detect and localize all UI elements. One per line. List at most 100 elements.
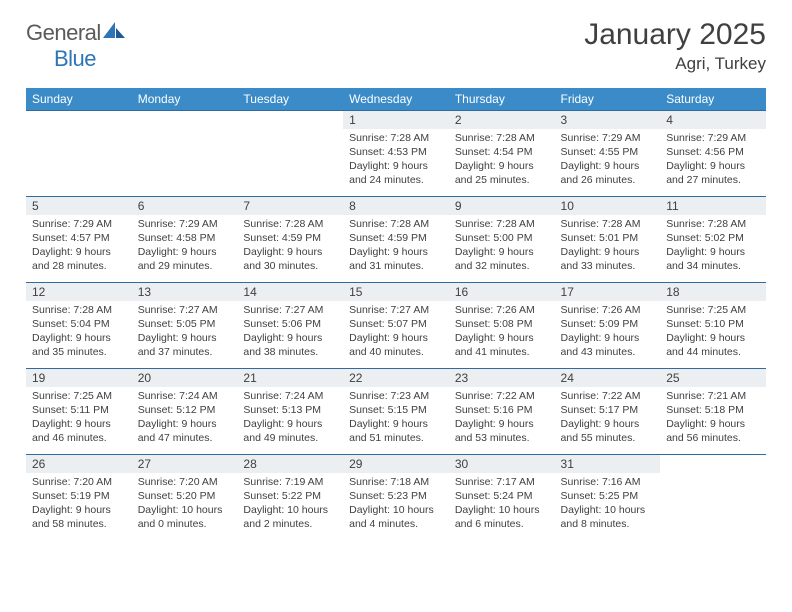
day-info-line: Daylight: 9 hours [666, 159, 760, 173]
day-info-line: Sunset: 4:59 PM [349, 231, 443, 245]
day-number: 28 [237, 455, 343, 473]
day-info-line: Sunrise: 7:19 AM [243, 475, 337, 489]
weekday-header: Saturday [660, 88, 766, 111]
content-row: Sunrise: 7:28 AMSunset: 4:53 PMDaylight:… [26, 129, 766, 197]
day-number: 24 [555, 369, 661, 387]
day-info-line: Daylight: 10 hours [349, 503, 443, 517]
day-info-line: Sunset: 5:07 PM [349, 317, 443, 331]
day-number: 1 [343, 111, 449, 129]
content-row: Sunrise: 7:29 AMSunset: 4:57 PM Daylight:… [26, 215, 766, 283]
day-info-line: Daylight: 9 hours [32, 331, 126, 345]
day-info-line: and 46 minutes. [32, 431, 126, 445]
day-cell: Sunrise: 7:17 AMSunset: 5:24 PMDaylight:… [449, 473, 555, 541]
day-info-line: Sunrise: 7:22 AM [561, 389, 655, 403]
day-info-line: and 51 minutes. [349, 431, 443, 445]
day-info-line: Sunrise: 7:27 AM [349, 303, 443, 317]
weekday-header: Monday [132, 88, 238, 111]
day-cell: Sunrise: 7:28 AMSunset: 4:59 PMDaylight:… [237, 215, 343, 283]
day-info-line: and 56 minutes. [666, 431, 760, 445]
logo: GeneralBlue [26, 20, 125, 72]
day-number: 9 [449, 197, 555, 215]
day-number: 6 [132, 197, 238, 215]
day-info-line: Daylight: 9 hours [349, 331, 443, 345]
day-number [237, 111, 343, 129]
logo-text: GeneralBlue [26, 20, 125, 72]
day-info-line: Daylight: 9 hours [138, 331, 232, 345]
day-number: 7 [237, 197, 343, 215]
content-row: Sunrise: 7:25 AMSunset: 5:11 PMDaylight:… [26, 387, 766, 455]
day-info-line: and 34 minutes. [666, 259, 760, 273]
day-info-line: Sunrise: 7:29 AM [666, 131, 760, 145]
content-row: Sunrise: 7:28 AMSunset: 5:04 PMDaylight:… [26, 301, 766, 369]
day-number: 15 [343, 283, 449, 301]
day-number [660, 455, 766, 473]
day-cell: Sunrise: 7:24 AMSunset: 5:12 PMDaylight:… [132, 387, 238, 455]
day-cell [237, 129, 343, 197]
day-info-line: and 38 minutes. [243, 345, 337, 359]
day-number: 31 [555, 455, 661, 473]
day-info-line: Sunset: 5:17 PM [561, 403, 655, 417]
day-number: 20 [132, 369, 238, 387]
day-info-line: Sunset: 4:54 PM [455, 145, 549, 159]
header: GeneralBlue January 2025 Agri, Turkey [26, 18, 766, 74]
day-number: 19 [26, 369, 132, 387]
day-info-line: Sunrise: 7:16 AM [561, 475, 655, 489]
calendar-page: GeneralBlue January 2025 Agri, Turkey Su… [0, 0, 792, 612]
day-info-line: and 28 minutes. [32, 259, 126, 273]
day-info-line: Sunrise: 7:28 AM [561, 217, 655, 231]
day-cell: Sunrise: 7:28 AMSunset: 4:54 PMDaylight:… [449, 129, 555, 197]
day-info-line: Daylight: 9 hours [349, 245, 443, 259]
content-row: Sunrise: 7:20 AMSunset: 5:19 PM Daylight:… [26, 473, 766, 541]
day-info-line: Sunset: 5:01 PM [561, 231, 655, 245]
day-info-line: Sunset: 5:19 PM [32, 489, 126, 503]
day-info-line: Sunrise: 7:29 AM [32, 217, 126, 231]
day-info-line: Daylight: 10 hours [243, 503, 337, 517]
day-cell: Sunrise: 7:28 AMSunset: 5:02 PMDaylight:… [660, 215, 766, 283]
day-info-line: Sunset: 5:09 PM [561, 317, 655, 331]
day-cell: Sunrise: 7:27 AMSunset: 5:06 PMDaylight:… [237, 301, 343, 369]
day-cell: Sunrise: 7:27 AMSunset: 5:05 PMDaylight:… [132, 301, 238, 369]
day-number [132, 111, 238, 129]
day-info-line: Sunset: 5:12 PM [138, 403, 232, 417]
day-info-line: and 37 minutes. [138, 345, 232, 359]
day-info-line: and 31 minutes. [349, 259, 443, 273]
day-info-line: Daylight: 9 hours [561, 331, 655, 345]
day-info-line: Daylight: 10 hours [455, 503, 549, 517]
day-cell: Sunrise: 7:22 AMSunset: 5:17 PMDaylight:… [555, 387, 661, 455]
day-info-line: Sunrise: 7:27 AM [138, 303, 232, 317]
day-info-line: Sunrise: 7:28 AM [32, 303, 126, 317]
daynum-row: 1234 [26, 111, 766, 129]
day-info-line: and 55 minutes. [561, 431, 655, 445]
day-info-line: Sunrise: 7:24 AM [138, 389, 232, 403]
logo-blue: Blue [54, 46, 96, 71]
day-info-line: Sunset: 5:13 PM [243, 403, 337, 417]
day-cell: Sunrise: 7:19 AMSunset: 5:22 PMDaylight:… [237, 473, 343, 541]
day-info-line: and 47 minutes. [138, 431, 232, 445]
title-block: January 2025 Agri, Turkey [584, 18, 766, 74]
day-cell: Sunrise: 7:24 AMSunset: 5:13 PMDaylight:… [237, 387, 343, 455]
day-info-line: Daylight: 9 hours [455, 159, 549, 173]
day-info-line: Daylight: 9 hours [32, 417, 126, 431]
day-info-line: Sunset: 4:57 PM [32, 231, 126, 245]
day-cell: Sunrise: 7:29 AMSunset: 4:58 PMDaylight:… [132, 215, 238, 283]
day-number: 11 [660, 197, 766, 215]
day-number: 4 [660, 111, 766, 129]
day-info-line: Sunrise: 7:20 AM [32, 475, 126, 489]
weekday-header: Sunday [26, 88, 132, 111]
day-number: 16 [449, 283, 555, 301]
day-info-line: and 41 minutes. [455, 345, 549, 359]
day-cell: Sunrise: 7:16 AMSunset: 5:25 PMDaylight:… [555, 473, 661, 541]
day-cell: Sunrise: 7:28 AMSunset: 4:53 PMDaylight:… [343, 129, 449, 197]
day-number: 18 [660, 283, 766, 301]
day-info-line: Daylight: 9 hours [243, 245, 337, 259]
day-info-line: Sunset: 5:16 PM [455, 403, 549, 417]
day-info-line: and 49 minutes. [243, 431, 337, 445]
day-number: 29 [343, 455, 449, 473]
day-cell: Sunrise: 7:29 AMSunset: 4:55 PMDaylight:… [555, 129, 661, 197]
day-info-line: Daylight: 9 hours [666, 331, 760, 345]
day-cell: Sunrise: 7:21 AMSunset: 5:18 PMDaylight:… [660, 387, 766, 455]
day-cell [660, 473, 766, 541]
day-number: 27 [132, 455, 238, 473]
daynum-row: 567891011 [26, 197, 766, 215]
day-number: 13 [132, 283, 238, 301]
